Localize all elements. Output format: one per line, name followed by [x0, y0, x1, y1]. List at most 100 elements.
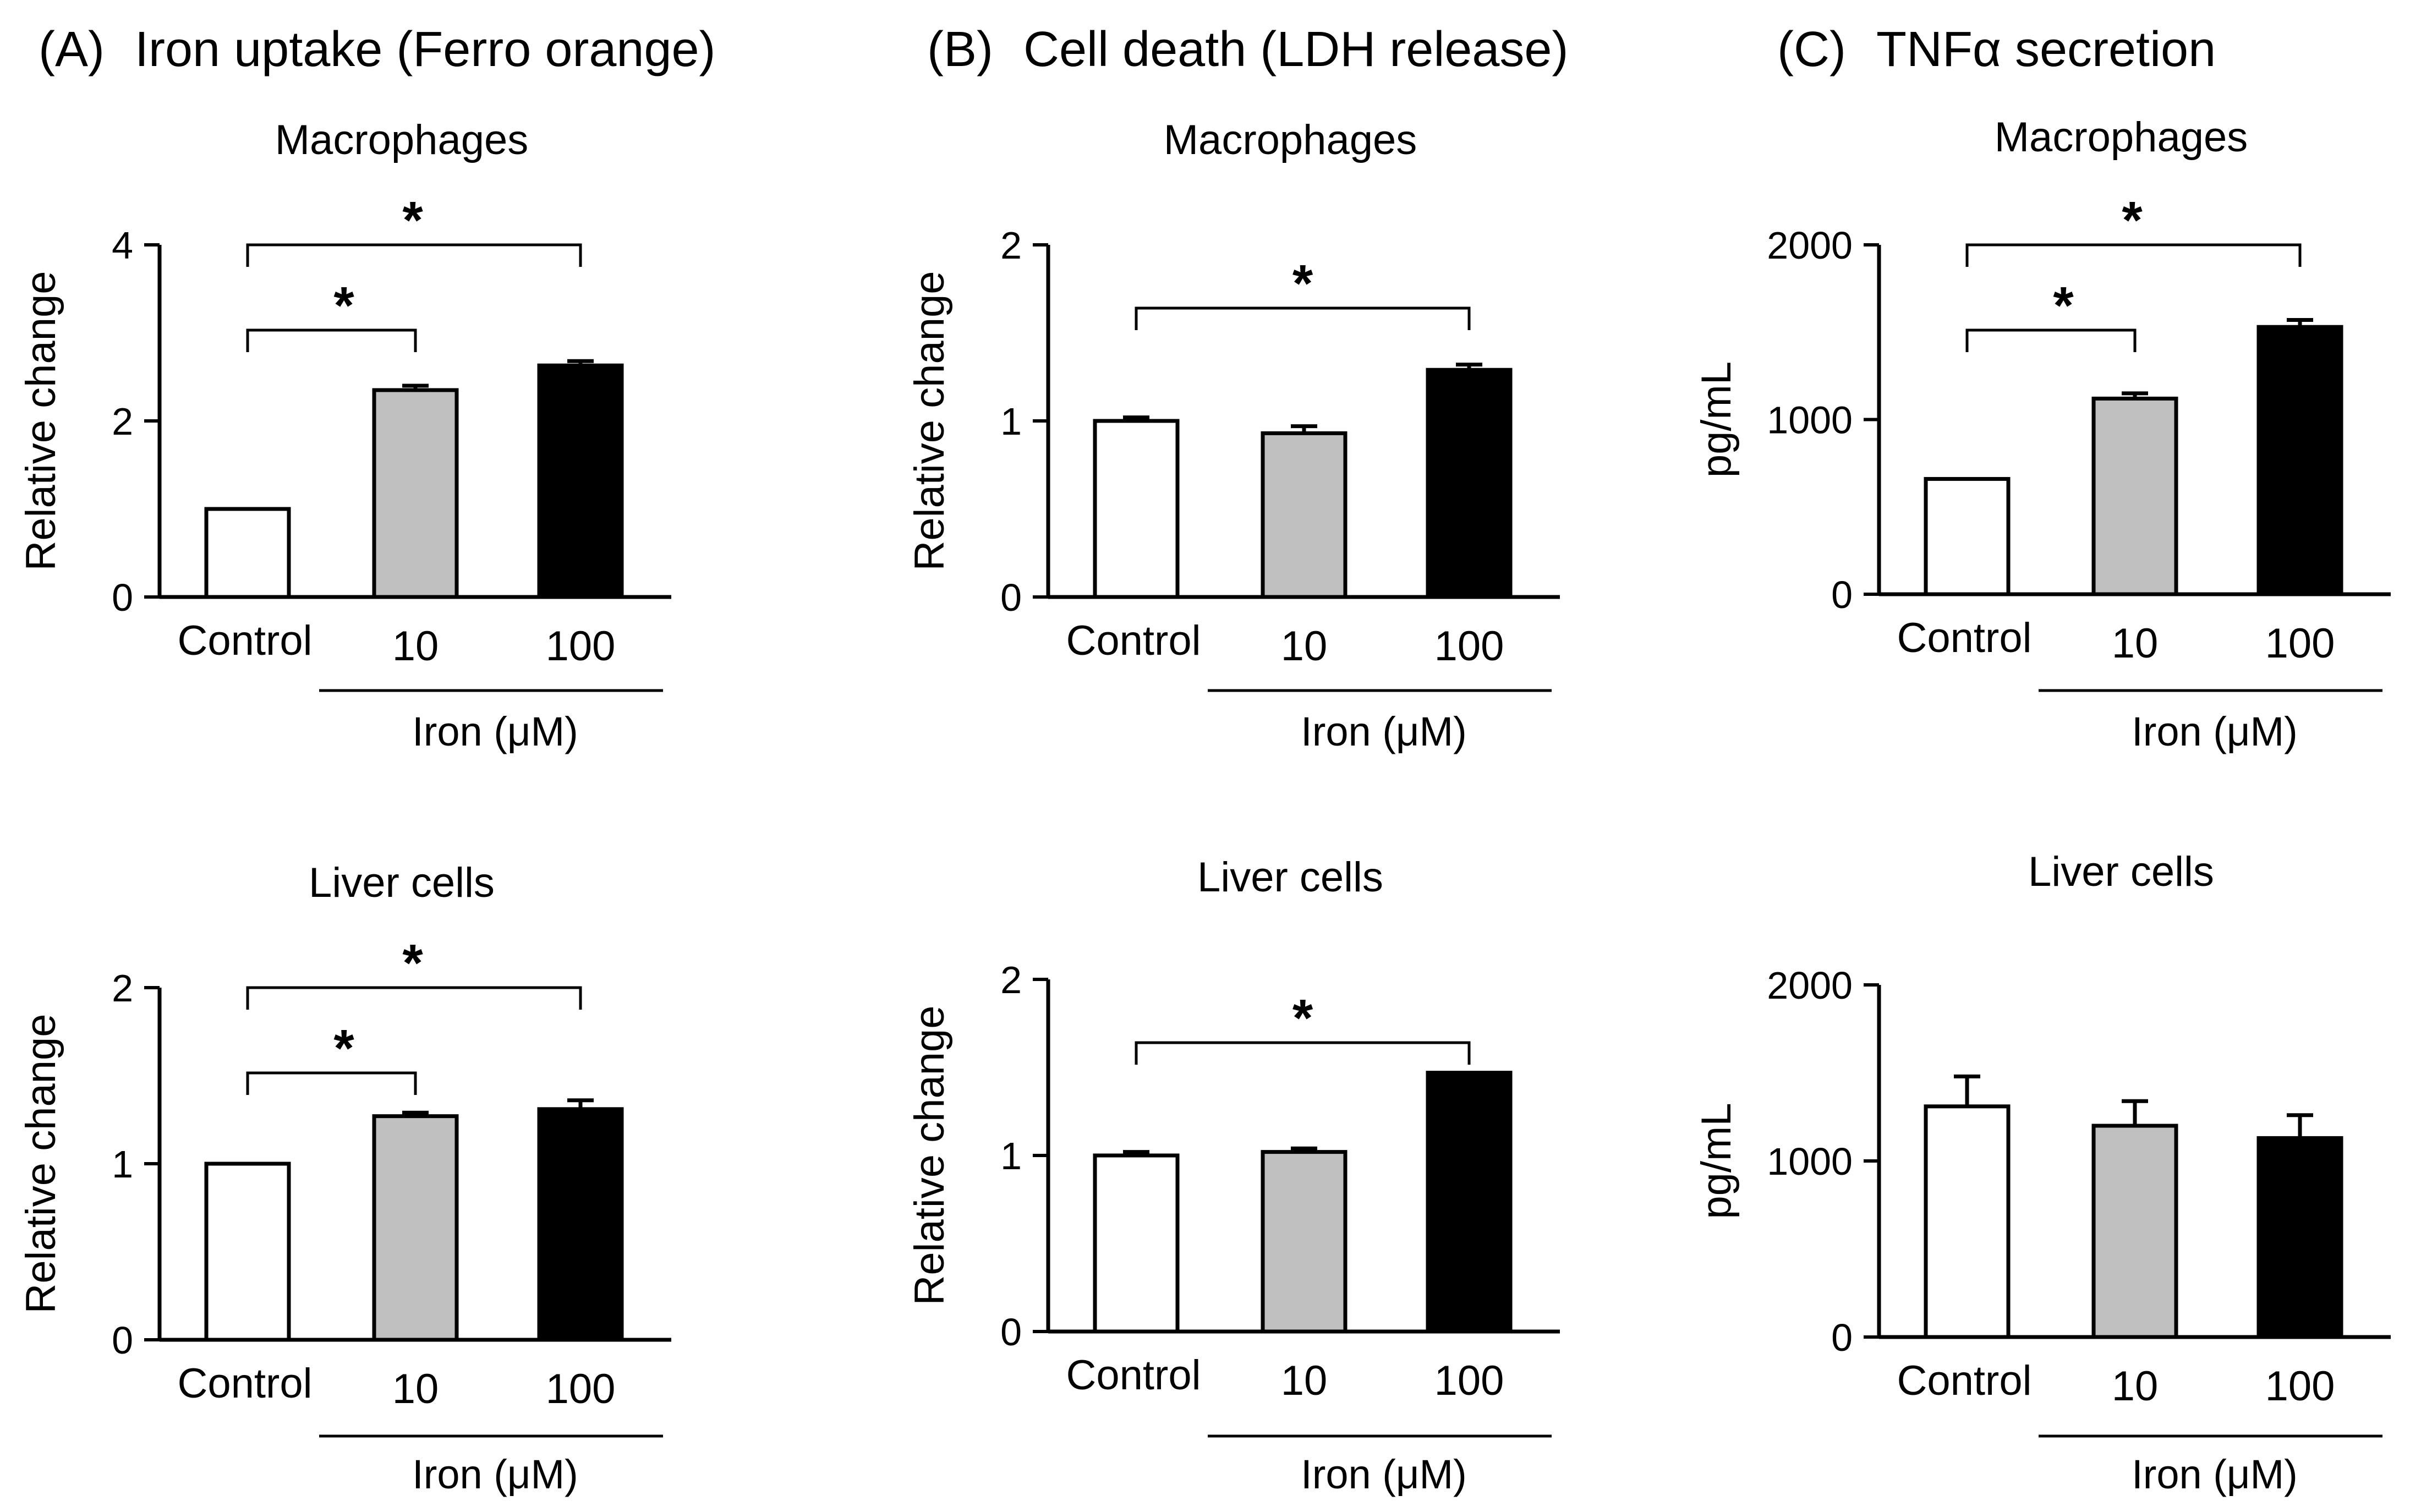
x-tick-label-iron-100: 100 [2265, 1363, 2335, 1410]
bar-iron-10 [1261, 431, 1348, 599]
significance-bracket [246, 1071, 417, 1095]
section-title-c: (C) TNFα secretion [1777, 22, 2216, 77]
bar-control [1924, 476, 2011, 596]
x-tick-label-control: Control [1897, 1357, 2032, 1404]
group-label: Iron (μM) [412, 709, 578, 754]
bar-control [204, 1162, 291, 1342]
bar-iron-10 [2091, 1124, 2178, 1339]
bar-iron-100 [1426, 368, 1513, 599]
x-tick-label-iron-10: 10 [392, 1366, 439, 1412]
chart-a-bottom: Liver cells 0 1 2 Relative change Control 10 10… [18, 859, 671, 1497]
y-axis-label: Relative change [906, 1005, 953, 1305]
y-tick-label: 0 [1831, 573, 1853, 616]
bar-iron-10 [1261, 1150, 1348, 1334]
y-axis-label: pg/mL [1693, 361, 1740, 478]
chart-c-bottom: Liver cells 0 1000 2000 pg/mL Control 10 100 Iro… [1693, 848, 2391, 1497]
y-tick-label: 2 [1000, 958, 1022, 1001]
bar-control [1093, 1153, 1180, 1334]
x-tick-label-control: Control [1897, 615, 2032, 661]
significance-bracket [1965, 243, 2302, 267]
significance-star: * [333, 1019, 354, 1078]
section-title-b: (B) Cell death (LDH release) [927, 22, 1568, 77]
y-axis-label: pg/mL [1693, 1103, 1740, 1219]
y-tick-label: 0 [112, 1319, 133, 1362]
y-tick-label: 0 [1000, 576, 1022, 619]
x-tick-label-iron-100: 100 [546, 1366, 616, 1412]
x-tick-label-iron-100: 100 [2265, 620, 2335, 667]
bar-control [1924, 1104, 2011, 1339]
y-tick-label: 1 [1000, 1135, 1022, 1177]
bar-control [1093, 419, 1180, 599]
section-label: (A) [39, 22, 105, 77]
x-tick-label-iron-10: 10 [1281, 1357, 1328, 1404]
group-label: Iron (μM) [1301, 1451, 1467, 1497]
bar-control [204, 507, 291, 599]
x-tick-label-control: Control [1066, 1352, 1201, 1399]
y-tick-label: 1000 [1767, 399, 1853, 442]
significance-bracket [1135, 306, 1471, 330]
significance-star: * [402, 934, 423, 993]
bar-iron-100 [537, 1107, 624, 1342]
y-axis-label: Relative change [906, 271, 953, 571]
significance-star: * [1292, 254, 1313, 313]
section-title-text: Iron uptake (Ferro orange) [135, 22, 716, 77]
significance-bracket [1965, 328, 2137, 352]
section-title-text: Cell death (LDH release) [1023, 22, 1568, 77]
panel-title: Liver cells [2028, 848, 2214, 895]
y-tick-label: 2000 [1767, 224, 1853, 267]
x-tick-label-iron-10: 10 [2112, 620, 2159, 667]
significance-star: * [402, 191, 423, 250]
significance-star: * [2053, 276, 2074, 335]
y-tick-label: 2000 [1767, 964, 1853, 1007]
y-axis-label: Relative change [18, 271, 64, 571]
significance-bracket [246, 328, 417, 352]
bar-iron-10 [372, 388, 459, 599]
y-tick-label: 2 [1000, 224, 1022, 267]
bar-iron-10 [2091, 396, 2178, 596]
y-tick-label: 2 [112, 967, 133, 1010]
bar-iron-10 [372, 1114, 459, 1342]
significance-bracket [246, 986, 582, 1010]
x-tick-label-iron-100: 100 [546, 623, 616, 670]
x-tick-label-control: Control [178, 617, 313, 664]
x-tick-label-iron-10: 10 [2112, 1363, 2159, 1410]
panel-title: Macrophages [275, 117, 529, 163]
bar-iron-100 [537, 363, 624, 599]
group-label: Iron (μM) [412, 1451, 578, 1497]
bar-iron-100 [2256, 1136, 2343, 1339]
panel-title: Macrophages [1164, 117, 1417, 163]
significance-star: * [2122, 191, 2143, 250]
x-tick-label-control: Control [178, 1360, 313, 1407]
x-tick-label-iron-100: 100 [1434, 623, 1504, 670]
y-tick-label: 1 [1000, 400, 1022, 443]
x-tick-label-control: Control [1066, 617, 1201, 664]
panel-title: Liver cells [309, 859, 495, 906]
significance-star: * [333, 276, 354, 335]
panel-title: Macrophages [1995, 114, 2248, 161]
y-tick-label: 0 [112, 576, 133, 619]
y-tick-label: 1 [112, 1143, 133, 1186]
x-tick-label-iron-10: 10 [392, 623, 439, 670]
x-tick-label-iron-100: 100 [1434, 1357, 1504, 1404]
chart-b-bottom: Liver cells 0 1 2 Relative change Control 10 10… [906, 854, 1560, 1497]
y-axis-label: Relative change [18, 1014, 64, 1313]
group-label: Iron (μM) [2132, 709, 2298, 754]
chart-b-top: Macrophages 0 1 2 Relative change Control 10 10… [906, 117, 1560, 754]
y-tick-label: 0 [1000, 1311, 1022, 1354]
bar-iron-100 [1426, 1071, 1513, 1334]
chart-a-top: Macrophages 0 2 4 Relative change Control 10 10… [18, 117, 671, 754]
section-title-a: (A) Iron uptake (Ferro orange) [39, 22, 716, 77]
section-label: (B) [927, 22, 993, 77]
panel-title: Liver cells [1197, 854, 1383, 901]
section-title-text: TNFα secretion [1876, 22, 2216, 77]
bar-iron-100 [2256, 325, 2343, 596]
chart-c-top: Macrophages 0 1000 2000 pg/mL Control 10 100 Iro… [1693, 114, 2391, 754]
y-tick-label: 2 [112, 400, 133, 443]
x-tick-label-iron-10: 10 [1281, 623, 1328, 670]
section-label: (C) [1777, 22, 1846, 77]
y-tick-label: 0 [1831, 1316, 1853, 1359]
group-label: Iron (μM) [1301, 709, 1467, 754]
group-label: Iron (μM) [2132, 1451, 2298, 1497]
significance-bracket [246, 243, 582, 267]
